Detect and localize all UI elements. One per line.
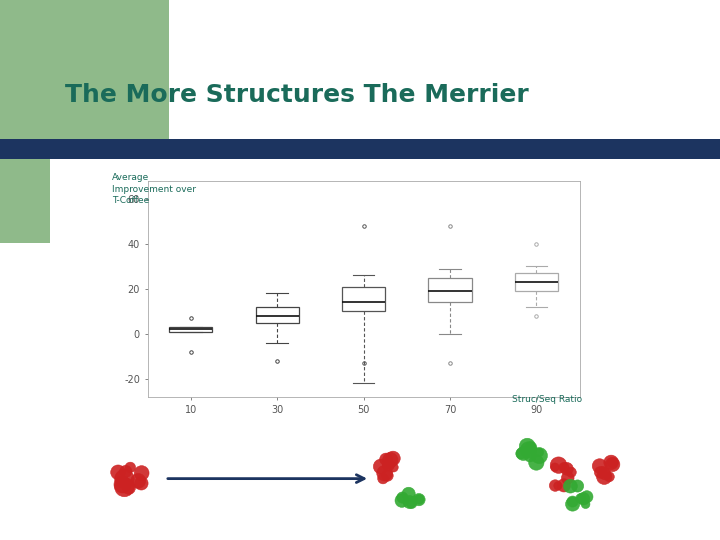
Circle shape — [382, 453, 398, 468]
Circle shape — [549, 480, 561, 491]
Circle shape — [562, 472, 574, 484]
Circle shape — [581, 500, 590, 509]
Circle shape — [597, 469, 612, 484]
Bar — [0, 0, 169, 151]
Circle shape — [122, 481, 135, 494]
Circle shape — [389, 463, 398, 472]
Circle shape — [379, 453, 392, 465]
Circle shape — [608, 458, 617, 467]
Bar — [0, 151, 50, 243]
Bar — [428, 278, 472, 302]
Circle shape — [382, 459, 395, 471]
Circle shape — [377, 465, 392, 481]
Circle shape — [524, 450, 536, 462]
Circle shape — [403, 496, 416, 509]
Circle shape — [531, 448, 547, 464]
Circle shape — [551, 463, 559, 471]
Circle shape — [114, 476, 131, 493]
Circle shape — [386, 451, 400, 465]
Circle shape — [120, 465, 132, 477]
Circle shape — [382, 470, 393, 481]
Circle shape — [604, 472, 614, 482]
Circle shape — [521, 442, 536, 458]
Circle shape — [415, 495, 424, 504]
Circle shape — [604, 455, 618, 470]
Circle shape — [402, 487, 415, 500]
Circle shape — [397, 492, 408, 503]
Circle shape — [528, 455, 544, 470]
Text: Struc/Seq Ratio: Struc/Seq Ratio — [512, 395, 582, 404]
Circle shape — [516, 447, 530, 461]
Circle shape — [125, 462, 135, 472]
Bar — [0, 139, 720, 159]
Bar — [256, 307, 299, 322]
Circle shape — [599, 467, 607, 474]
Circle shape — [410, 496, 418, 503]
Bar — [342, 287, 385, 312]
Bar — [169, 327, 212, 332]
Circle shape — [576, 494, 586, 503]
Circle shape — [111, 465, 125, 480]
Circle shape — [114, 477, 134, 497]
Circle shape — [550, 457, 567, 474]
Bar — [515, 273, 558, 291]
Circle shape — [135, 477, 148, 490]
Circle shape — [114, 469, 134, 489]
Circle shape — [413, 494, 426, 506]
Circle shape — [131, 474, 145, 488]
Circle shape — [134, 465, 149, 481]
Circle shape — [577, 492, 590, 505]
Circle shape — [567, 496, 578, 507]
Circle shape — [525, 442, 537, 453]
Circle shape — [406, 498, 417, 509]
Circle shape — [606, 457, 620, 471]
Circle shape — [516, 448, 526, 459]
Circle shape — [378, 474, 388, 484]
Circle shape — [593, 459, 607, 473]
Circle shape — [564, 480, 577, 493]
Text: The More Structures The Merrier: The More Structures The Merrier — [65, 83, 528, 106]
Circle shape — [595, 467, 606, 478]
Circle shape — [535, 448, 544, 457]
Circle shape — [599, 468, 611, 480]
Circle shape — [557, 479, 571, 492]
Circle shape — [581, 491, 593, 503]
Circle shape — [559, 462, 569, 472]
Circle shape — [554, 482, 562, 490]
Circle shape — [565, 497, 580, 511]
Circle shape — [395, 494, 409, 508]
Circle shape — [566, 467, 576, 477]
Circle shape — [560, 462, 573, 475]
Text: Average
Improvement over
T-Coffee: Average Improvement over T-Coffee — [112, 173, 196, 205]
Circle shape — [374, 459, 388, 474]
Circle shape — [519, 438, 535, 454]
Circle shape — [572, 480, 584, 492]
